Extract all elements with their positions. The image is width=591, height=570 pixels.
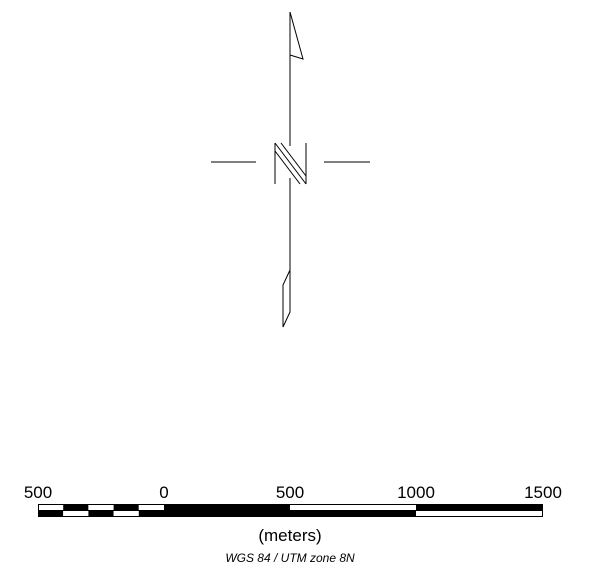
scale-bar-subsegment-top <box>113 505 139 511</box>
scale-bar-segment-bottom <box>416 510 543 516</box>
scale-bar-tick-label: 500 <box>276 483 304 502</box>
north-letter-icon <box>274 142 307 185</box>
north-arrow-icon <box>211 11 370 328</box>
scale-bar-subsegment-bottom <box>38 510 64 516</box>
scale-bar-tick-label: 1000 <box>397 483 435 502</box>
scale-bar-subsegment-bottom <box>113 510 139 516</box>
scale-bar-subsegment-top <box>38 505 64 511</box>
scale-bar: 500 0 500 1000 1500 (meters) <box>24 483 562 545</box>
scale-bar-tick-labels: 500 0 500 1000 1500 <box>24 483 562 502</box>
scale-bar-segment-top <box>290 505 416 511</box>
scale-bar-tick-label: 1500 <box>524 483 562 502</box>
scale-bar-subsegment-top <box>88 505 114 511</box>
scale-bar-subsegment-top <box>138 505 164 511</box>
scale-bar-subsegment-bottom <box>138 510 164 516</box>
north-arrow-tail <box>282 269 291 328</box>
north-arrow-tip <box>289 11 304 60</box>
scale-bar-segment-top <box>416 505 543 511</box>
crs-label: WGS 84 / UTM zone 8N <box>225 551 355 565</box>
scale-bar-segment-bottom <box>290 510 416 516</box>
scale-bar-subsegment-top <box>63 505 89 511</box>
scale-bar-segments <box>38 505 543 516</box>
scale-units-label: (meters) <box>258 526 321 545</box>
scale-bar-subsegment-bottom <box>63 510 89 516</box>
scale-bar-subsegment-bottom <box>88 510 114 516</box>
scale-bar-tick-label: 500 <box>24 483 52 502</box>
scale-bar-segment-bottom <box>164 510 290 516</box>
scale-bar-tick-label: 0 <box>159 483 168 502</box>
scale-bar-segment-top <box>164 505 290 511</box>
